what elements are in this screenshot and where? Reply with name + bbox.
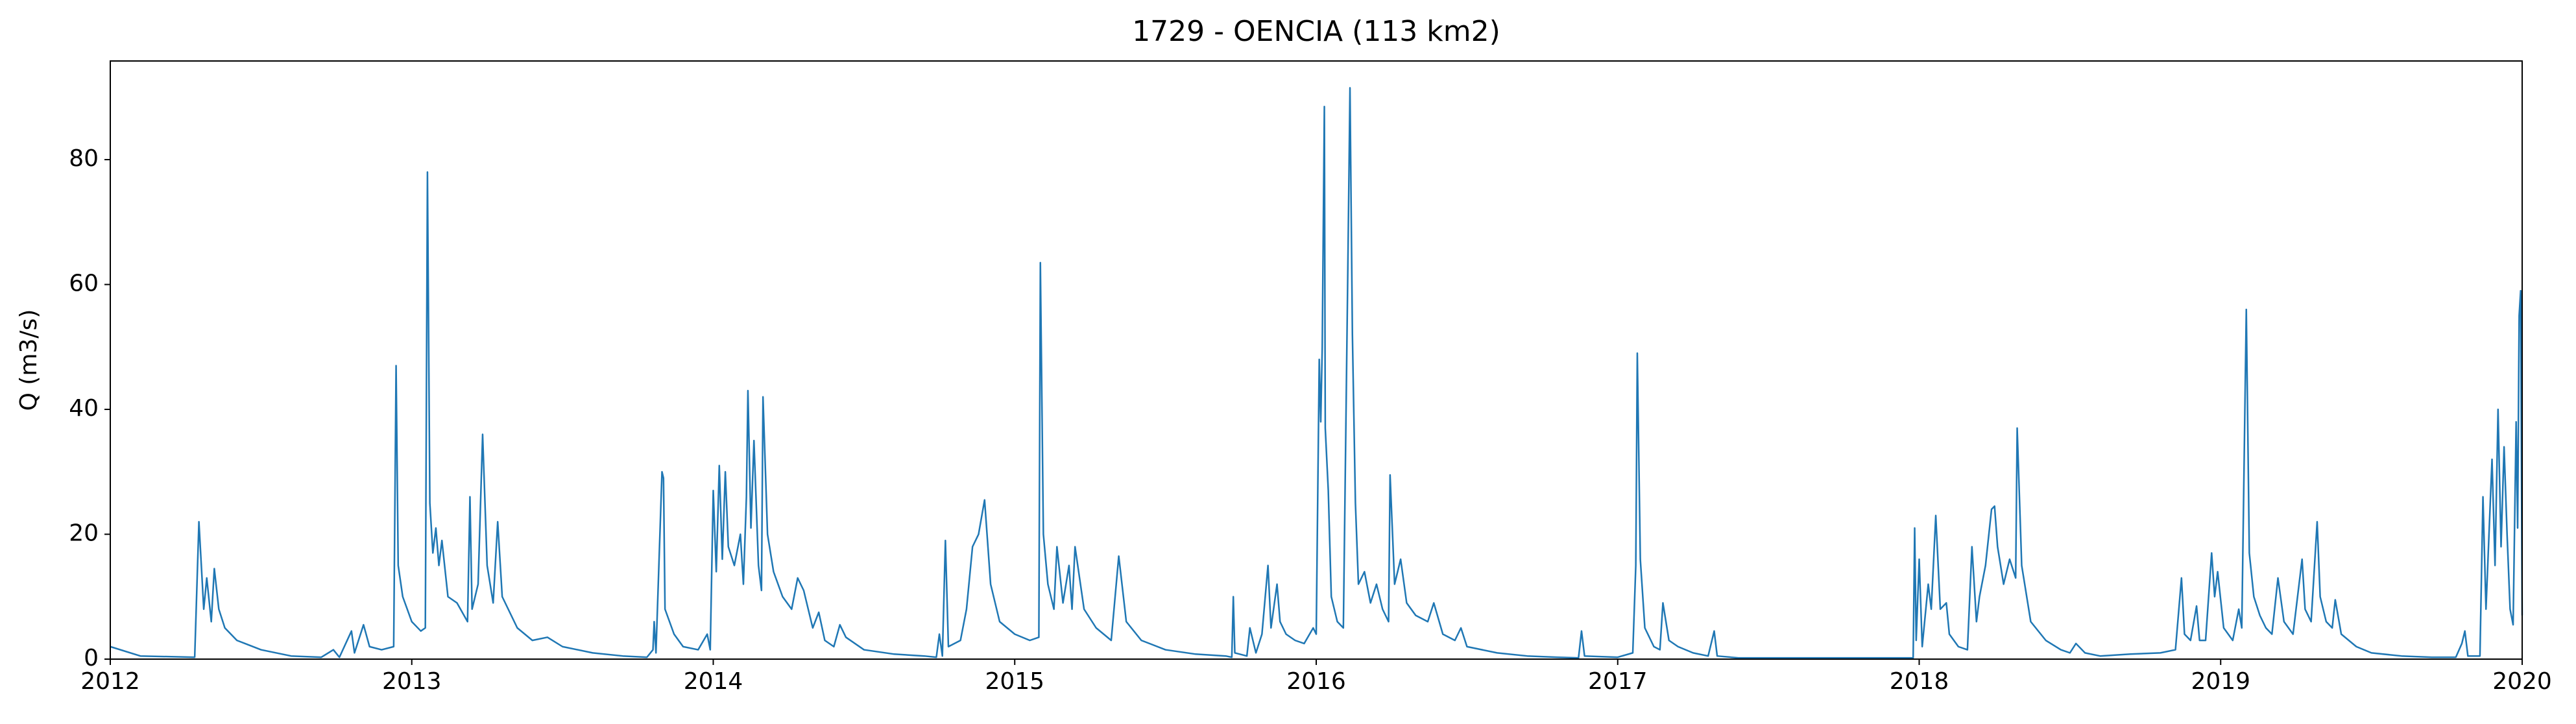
data-line <box>110 87 2523 659</box>
x-tick-label: 2013 <box>382 668 442 695</box>
y-axis-label: Q (m3/s) <box>16 309 42 411</box>
x-tick-label: 2015 <box>985 668 1044 695</box>
x-tick-label: 2019 <box>2191 668 2250 695</box>
x-tick-label: 2016 <box>1286 668 1346 695</box>
x-tick-label: 2017 <box>1588 668 1648 695</box>
y-tick-label: 40 <box>69 395 99 422</box>
y-tick-label: 20 <box>69 520 99 547</box>
y-tick-label: 80 <box>69 145 99 172</box>
plot-frame <box>110 60 2523 660</box>
y-tick-label: 0 <box>84 645 99 671</box>
y-tick-label: 60 <box>69 271 99 297</box>
x-tick-label: 2020 <box>2492 668 2552 695</box>
x-tick-label: 2014 <box>684 668 743 695</box>
x-tick-label: 2018 <box>1890 668 1949 695</box>
chart-title: 1729 - OENCIA (113 km2) <box>1132 15 1500 48</box>
x-tick-label: 2012 <box>80 668 140 695</box>
